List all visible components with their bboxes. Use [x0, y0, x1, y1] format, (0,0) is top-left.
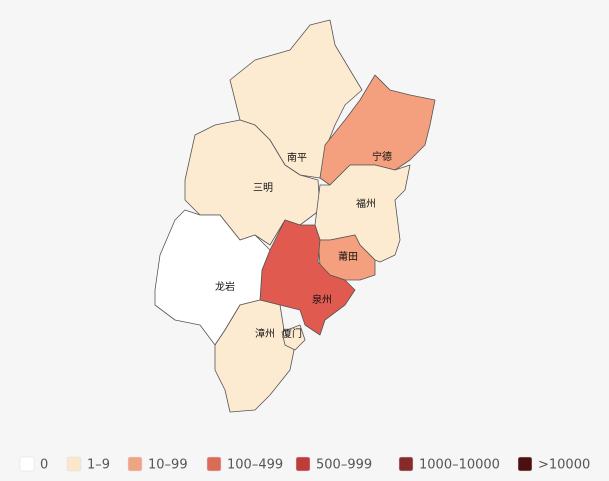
- region: [259, 219, 356, 336]
- legend-label: 1000–10000: [419, 458, 500, 473]
- legend-swatch: [66, 456, 82, 472]
- region-label: 莆田: [338, 250, 358, 263]
- region-label: 厦门: [282, 327, 302, 340]
- legend-label: 0: [40, 458, 48, 473]
- legend-swatch: [19, 456, 35, 472]
- legend-swatch: [398, 456, 414, 472]
- region-label: 三明: [253, 182, 273, 194]
- legend-label: 1–9: [87, 458, 110, 473]
- region: [281, 324, 306, 351]
- legend-label: 100–499: [227, 458, 283, 473]
- region: [214, 299, 296, 413]
- region-label: 南平: [287, 151, 307, 164]
- legend-swatch: [206, 456, 222, 472]
- legend-label: 10–99: [148, 458, 188, 473]
- region-label: 泉州: [312, 293, 332, 306]
- legend-label: 500–999: [316, 458, 372, 473]
- region-label: 福州: [356, 197, 376, 210]
- region-label: 漳州: [255, 327, 275, 340]
- legend-swatch: [517, 456, 533, 472]
- region: [154, 209, 271, 346]
- region-label: 宁德: [372, 150, 392, 163]
- legend-swatch: [127, 456, 143, 472]
- legend-label: >10000: [538, 458, 590, 473]
- legend-swatch: [295, 456, 311, 472]
- region-label: 龙岩: [215, 280, 235, 293]
